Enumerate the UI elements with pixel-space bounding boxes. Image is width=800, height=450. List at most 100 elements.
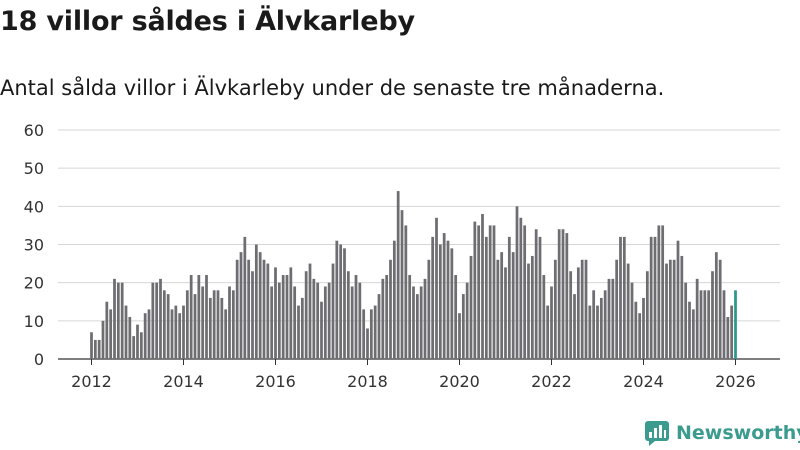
bar	[592, 290, 596, 359]
bar	[346, 271, 350, 359]
bar	[162, 290, 166, 359]
bar	[350, 286, 354, 359]
x-tick-label: 2024	[623, 372, 664, 391]
bar	[400, 210, 404, 359]
bar	[496, 259, 500, 359]
bar	[358, 282, 362, 359]
bar	[527, 263, 530, 359]
bar	[653, 236, 657, 359]
bar	[354, 275, 358, 359]
bar	[228, 286, 231, 359]
bar	[565, 233, 569, 359]
bar	[519, 217, 523, 359]
bar	[408, 275, 412, 359]
bar	[714, 252, 718, 359]
bar	[170, 309, 174, 359]
bar	[189, 275, 193, 359]
bar	[611, 278, 615, 359]
bar	[308, 263, 312, 359]
bar	[546, 305, 550, 359]
bar	[116, 282, 120, 359]
bar	[362, 309, 366, 359]
bar	[465, 282, 469, 359]
bar	[458, 313, 461, 359]
bar	[730, 305, 734, 359]
bar	[151, 282, 155, 359]
bar	[166, 294, 170, 359]
bar	[412, 286, 415, 359]
bar	[139, 332, 143, 359]
bar	[297, 305, 300, 359]
bar	[703, 290, 707, 359]
bar	[293, 286, 297, 359]
bar	[101, 320, 105, 359]
bar	[419, 286, 423, 359]
bar	[680, 255, 684, 359]
bar	[270, 286, 274, 359]
bar	[93, 339, 97, 359]
bar	[201, 286, 205, 359]
bar	[615, 259, 619, 359]
bar	[672, 259, 676, 359]
y-tick-label: 50	[24, 159, 44, 178]
bar	[580, 259, 584, 359]
newsworthy-logo: Newsworthy	[644, 420, 800, 446]
bar	[603, 290, 607, 359]
bar	[619, 236, 622, 359]
bar	[504, 267, 507, 359]
bar	[484, 236, 488, 359]
bar	[396, 191, 400, 359]
bar	[668, 259, 672, 359]
bar	[599, 297, 603, 359]
bar	[523, 225, 527, 359]
bar	[339, 244, 343, 359]
bar	[438, 244, 442, 359]
bar	[665, 263, 668, 359]
bar	[645, 271, 649, 359]
bar	[511, 252, 515, 359]
bar	[323, 286, 327, 359]
bar	[657, 225, 661, 359]
y-tick-label: 0	[34, 350, 44, 369]
bar	[431, 236, 435, 359]
bar	[143, 313, 147, 359]
bar	[304, 271, 308, 359]
bar	[300, 297, 304, 359]
bar	[446, 240, 450, 359]
bar	[381, 278, 385, 359]
bar	[320, 301, 323, 359]
bar	[588, 305, 592, 359]
bar	[205, 275, 208, 359]
bar	[661, 225, 665, 359]
bar	[477, 225, 481, 359]
bar	[343, 248, 346, 359]
bar	[442, 233, 446, 359]
bar-highlight	[734, 290, 737, 359]
bar	[377, 294, 381, 359]
bar	[454, 275, 458, 359]
bar	[159, 278, 162, 359]
bar	[607, 278, 611, 359]
bar	[573, 294, 576, 359]
bar	[691, 309, 695, 359]
bar	[155, 282, 159, 359]
bar	[415, 294, 419, 359]
bar	[557, 229, 561, 359]
bar	[718, 259, 722, 359]
bar	[550, 286, 553, 359]
bar	[561, 229, 565, 359]
bar	[243, 236, 247, 359]
bar	[124, 305, 128, 359]
bar	[120, 282, 124, 359]
bar	[97, 339, 101, 359]
y-tick-label: 60	[24, 121, 44, 140]
bar	[182, 305, 185, 359]
bar	[212, 290, 216, 359]
bar	[642, 297, 645, 359]
bar	[366, 328, 369, 359]
bar	[481, 213, 484, 359]
x-tick-label: 2016	[255, 372, 296, 391]
bar	[500, 252, 504, 359]
bar	[469, 255, 473, 359]
newsworthy-logo-icon	[645, 421, 669, 446]
